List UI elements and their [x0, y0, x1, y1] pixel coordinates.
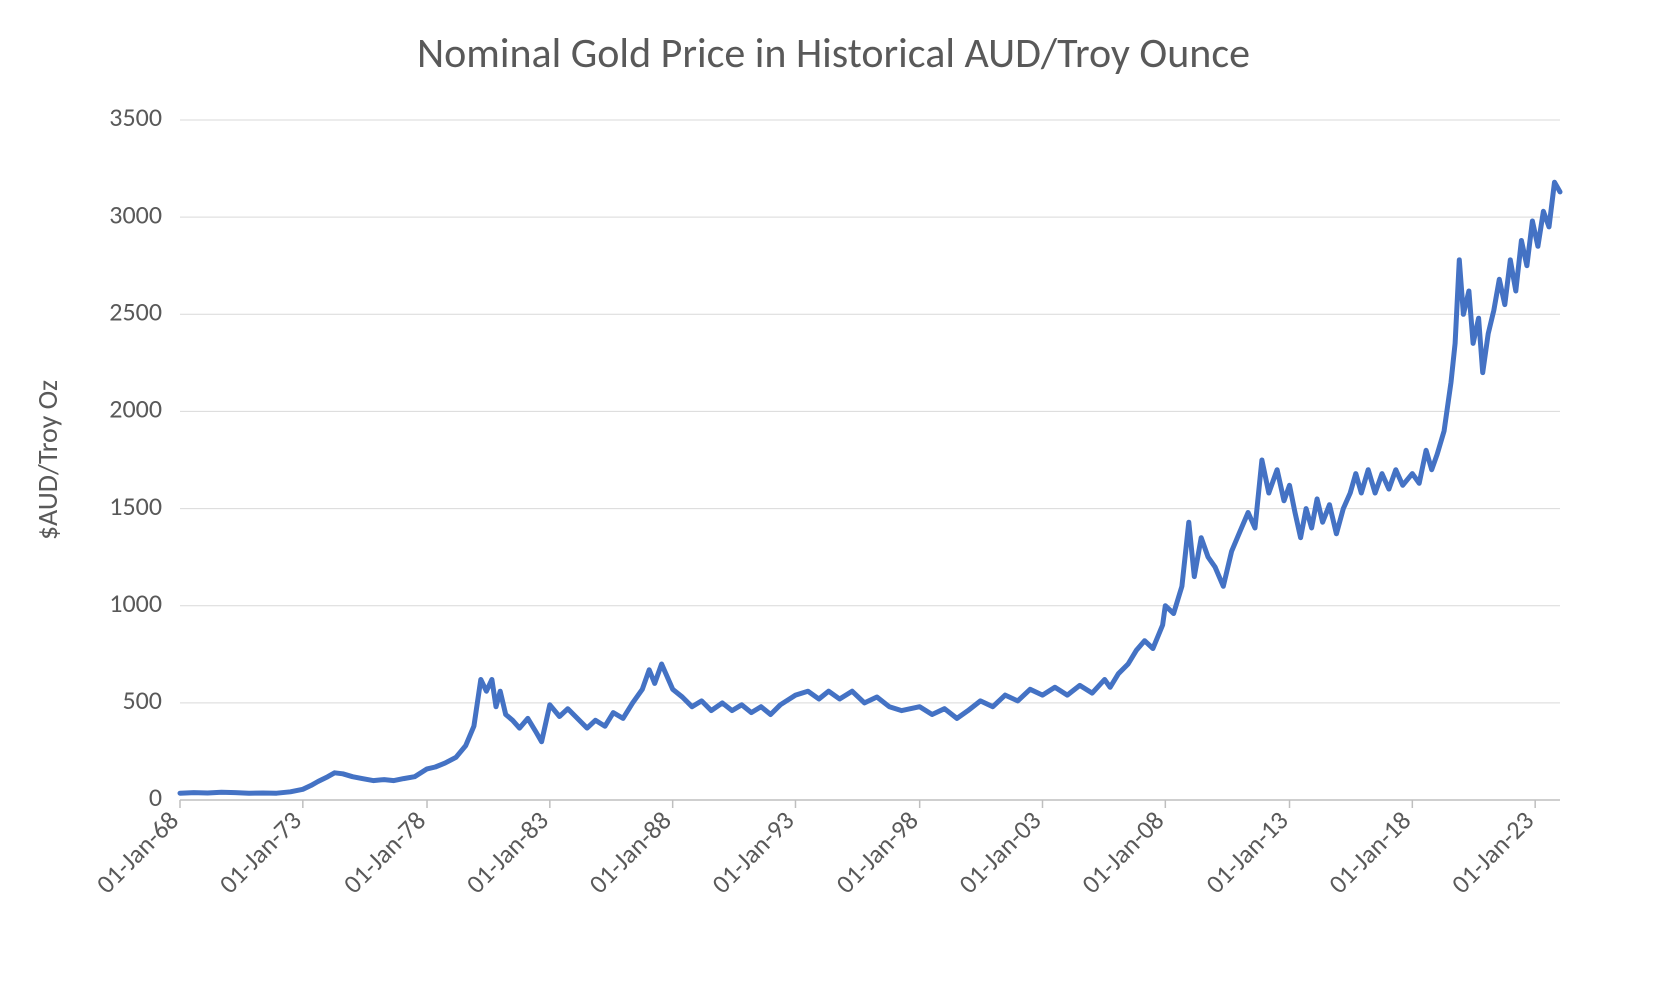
- y-tick-label: 3500: [109, 101, 162, 133]
- x-tick-label: 01-Jan-88: [582, 804, 677, 899]
- chart-title: Nominal Gold Price in Historical AUD/Tro…: [0, 28, 1667, 79]
- x-tick-label: 01-Jan-98: [829, 804, 924, 899]
- x-tick-label: 01-Jan-83: [459, 804, 554, 899]
- x-tick-label: 01-Jan-73: [212, 804, 307, 899]
- x-tick-label: 01-Jan-68: [89, 804, 184, 899]
- x-tick-label: 01-Jan-78: [336, 804, 431, 899]
- x-tick-label: 01-Jan-23: [1445, 804, 1540, 899]
- x-tick-label: 01-Jan-13: [1199, 804, 1294, 899]
- x-tick-label: 01-Jan-08: [1075, 804, 1170, 899]
- x-tick-label: 01-Jan-03: [952, 804, 1047, 899]
- x-tick-label: 01-Jan-18: [1322, 804, 1417, 899]
- y-tick-label: 500: [122, 684, 162, 716]
- y-tick-label: 1500: [109, 490, 162, 522]
- y-tick-label: 3000: [109, 198, 162, 230]
- plot-svg: 050010001500200025003000350001-Jan-6801-…: [180, 120, 1560, 800]
- gold-price-chart: Nominal Gold Price in Historical AUD/Tro…: [0, 0, 1667, 989]
- y-tick-label: 1000: [109, 587, 162, 619]
- y-tick-label: 2000: [109, 393, 162, 425]
- plot-area: 050010001500200025003000350001-Jan-6801-…: [180, 120, 1560, 800]
- y-axis-title: $AUD/Troy Oz: [30, 120, 70, 800]
- y-tick-label: 2500: [109, 295, 162, 327]
- x-tick-label: 01-Jan-93: [705, 804, 800, 899]
- gold-price-series: [180, 182, 1560, 793]
